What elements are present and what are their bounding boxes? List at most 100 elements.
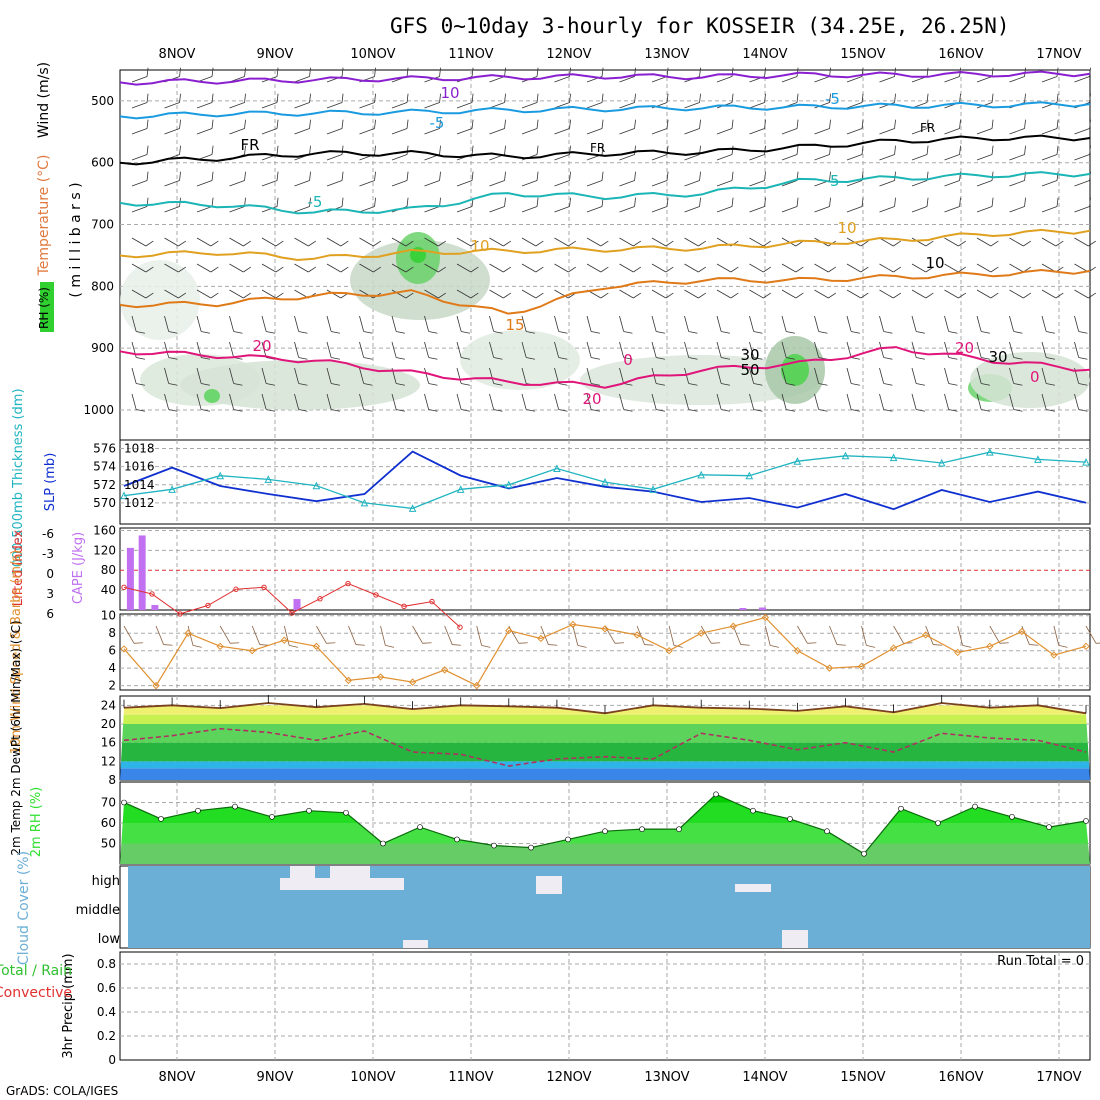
wind-barb-shaft [846,154,863,161]
wind-barb-flag [201,409,210,412]
wind-speed-marker [248,646,256,655]
wind-barb-flag [623,357,633,360]
wind-barb-shaft [619,315,625,332]
wind-barb-flag [341,67,344,77]
cape-tick: 120 [93,543,116,557]
wind-barb-flag [309,93,311,103]
wind-barb-shaft [326,315,332,332]
wind-barb [814,315,828,334]
wind-barb [781,289,804,299]
wind-barb [456,171,474,187]
wind-barb-flag [829,67,831,77]
wind-barb-flag [633,266,642,273]
wind-barb-shaft [684,341,690,358]
wind-barb [326,93,344,109]
wind-barb-flag [764,171,766,181]
wind-barb [196,93,214,109]
wind-barb-shaft [944,128,960,135]
wind-barb-shaft [619,206,635,213]
wind-barb [976,289,999,299]
surface-wind-barb [1053,625,1068,648]
date-label-bottom: 11NOV [448,1070,493,1085]
rh-tick: 50 [101,837,116,851]
barb-flag [230,642,240,644]
rh-shading [180,360,420,410]
wind-barb [131,289,154,299]
wind-barb [846,393,860,412]
wind-barb-flag [276,67,279,77]
wind-barb-flag [991,119,994,129]
wind-barb-flag [601,145,604,155]
wind-barb-flag [396,383,405,386]
wind-barb-flag [818,383,828,386]
wind-barb-shaft [456,367,462,384]
wind-barb [391,119,409,135]
wind-barb-shaft [781,393,787,410]
wind-barb-flag [558,357,568,360]
wind-barb-flag [860,266,869,273]
wind-barb [716,171,734,187]
wind-barb [326,367,340,386]
wind-barb [1041,197,1059,213]
wind-barb [326,145,344,161]
wind-barb [424,67,441,83]
wind-barb-shaft [781,128,798,135]
wind-barb [164,289,187,299]
wind-barb-flag [699,119,701,129]
wind-barb [944,393,958,412]
surface-wind-barb [348,625,365,646]
wind-barb [911,341,925,360]
wind-barb-flag [503,292,512,299]
barb-shaft [764,625,771,646]
slp-line [123,450,1087,511]
wind-barb [294,197,311,213]
wind-barb-flag [146,171,149,181]
wind-barb [781,237,804,247]
wind-barb-shaft [879,102,895,109]
wind-barb-flag [536,67,539,77]
wind-barb-shaft [944,341,950,358]
date-label-top: 8NOV [159,47,196,62]
wind-barb-flag [439,171,441,181]
surface-wind-barb [700,625,721,644]
wind-barb-flag [1088,266,1097,273]
thickness-marker [120,491,128,500]
wind-barb-shaft [846,76,863,83]
wind-barb [391,93,409,109]
wind-barb [846,289,869,299]
wind-barb-flag [1056,67,1059,77]
wind-barb-flag [828,266,837,273]
wind-barb-flag [721,383,730,386]
wind-barb-shaft [164,393,170,410]
wind-barb-flag [439,67,441,77]
wind-barb-flag [666,93,669,103]
wind-barb-shaft [521,237,537,247]
wind-barb-flag [1023,292,1032,299]
wind-barb [391,237,414,247]
barb-shaft [283,625,290,646]
wind-barb-shaft [326,180,343,187]
wind-barb [976,145,994,161]
wind-barb-flag [341,197,344,207]
wind-barb-flag [883,409,893,412]
wind-barb [229,171,246,187]
wind-barb-shaft [619,128,635,135]
wind-barb [554,119,571,135]
wind-barb-shaft [294,128,310,135]
wind-barb [1074,237,1097,247]
wind-barb-shaft [391,237,407,247]
wind-barb-flag [168,383,178,386]
wind-barb-flag [568,266,577,273]
rh-marker [1083,818,1089,824]
wind-barb [1009,315,1023,334]
wind-barb [229,289,252,299]
wind-barb-shaft [976,128,993,135]
wind-barb-flag [298,331,308,334]
barb-flag [740,644,750,646]
wind-barb-flag [309,119,311,129]
wind-barb-flag [1013,383,1023,386]
wind-barb-shaft [196,289,212,299]
wind-barb-flag [796,197,799,207]
wind-barb-shaft [1041,128,1058,135]
